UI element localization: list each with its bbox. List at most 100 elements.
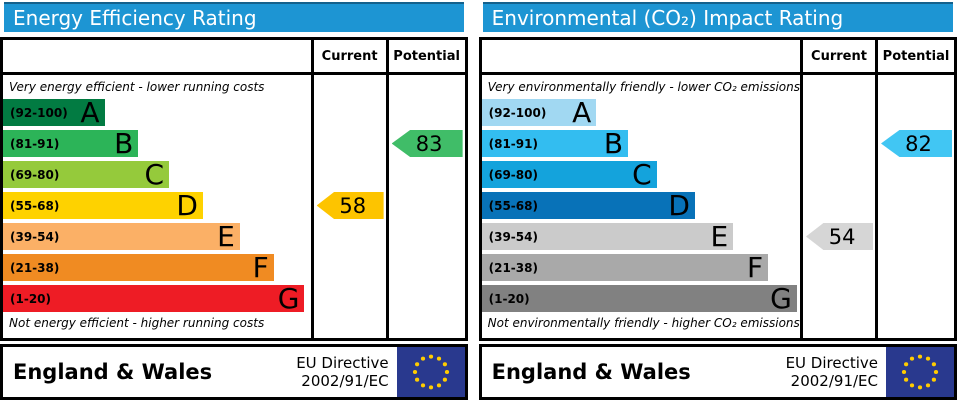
- band-range: (92-100): [488, 105, 547, 120]
- eu-directive-label: EU Directive 2002/91/EC: [785, 354, 878, 390]
- region-label: England & Wales: [13, 360, 213, 384]
- current-rating-value: 54: [828, 224, 856, 249]
- band-letter: E: [710, 220, 729, 253]
- band-range: (1-20): [10, 291, 51, 306]
- energy-efficiency-panel: Energy Efficiency Rating Current Potenti…: [0, 2, 468, 404]
- table-header-row: Current Potential: [3, 40, 465, 75]
- top-caption: Very environmentally friendly - lower CO…: [487, 80, 800, 94]
- band-range: (81-91): [488, 136, 538, 151]
- band-row-a: (92-100) A: [3, 96, 311, 129]
- band-bar-b: (81-91) B: [3, 127, 139, 160]
- potential-rating-arrow: 83: [391, 130, 463, 157]
- table-body: Very energy efficient - lower running co…: [3, 75, 465, 338]
- energy-rating-table: Current Potential Very energy efficient …: [0, 37, 468, 341]
- band-bar-g: (1-20) G: [3, 282, 305, 315]
- energy-title-bar: Energy Efficiency Rating: [4, 2, 464, 32]
- band-letter: C: [632, 158, 652, 191]
- band-bar-d: (55-68) D: [481, 189, 695, 222]
- band-row-e: (39-54) E: [3, 220, 311, 253]
- band-row-f: (21-38) F: [481, 251, 800, 284]
- panel-title: Energy Efficiency Rating: [13, 6, 257, 30]
- band-letter: D: [176, 189, 198, 222]
- band-bar-a: (92-100) A: [3, 96, 105, 129]
- potential-column-header: Potential: [385, 40, 465, 72]
- current-column: 54: [800, 75, 875, 338]
- band-bar-d: (55-68) D: [3, 189, 203, 222]
- current-rating-arrow: 54: [806, 223, 873, 250]
- band-bar-f: (21-38) F: [3, 251, 274, 284]
- band-bar-f: (21-38) F: [481, 251, 769, 284]
- band-letter: A: [80, 96, 100, 129]
- band-letter: F: [252, 251, 269, 284]
- bottom-caption: Not energy efficient - higher running co…: [9, 316, 265, 330]
- potential-rating-value: 83: [415, 131, 443, 156]
- band-range: (39-54): [10, 229, 60, 244]
- region-label: England & Wales: [491, 360, 691, 384]
- band-range: (69-80): [10, 167, 60, 182]
- band-bar-a: (92-100) A: [481, 96, 597, 129]
- band-range: (92-100): [10, 105, 68, 120]
- band-letter: D: [668, 189, 690, 222]
- band-bar-e: (39-54) E: [481, 220, 734, 253]
- table-header-row: Current Potential: [481, 40, 954, 75]
- empty-header-cell: [482, 40, 800, 72]
- bottom-caption: Not environmentally friendly - higher CO…: [487, 316, 800, 330]
- top-caption: Very energy efficient - lower running co…: [9, 80, 265, 94]
- potential-rating-value: 82: [905, 131, 932, 156]
- eu-flag-icon: [396, 347, 465, 397]
- band-letter: B: [114, 127, 134, 160]
- bands-area: Very environmentally friendly - lower CO…: [481, 75, 800, 338]
- current-column-header: Current: [800, 40, 875, 72]
- band-letter: A: [572, 96, 592, 129]
- band-range: (1-20): [488, 291, 530, 306]
- band-bar-b: (81-91) B: [481, 127, 629, 160]
- band-range: (21-38): [10, 260, 60, 275]
- band-letter: B: [603, 127, 624, 160]
- band-row-d: (55-68) D: [3, 189, 311, 222]
- co2-rating-table: Current Potential Very environmentally f…: [478, 37, 957, 341]
- band-list: (92-100) A (81-91) B (69-80) C (55-68) D (39-54)…: [481, 96, 800, 315]
- band-list: (92-100) A (81-91) B (69-80) C (55-68) D (39-54)…: [3, 96, 311, 315]
- band-row-a: (92-100) A: [481, 96, 800, 129]
- eu-directive-label: EU Directive 2002/91/EC: [296, 354, 389, 390]
- band-letter: G: [770, 282, 792, 315]
- empty-header-cell: [3, 40, 311, 72]
- band-row-d: (55-68) D: [481, 189, 800, 222]
- co2-impact-panel: Environmental (CO₂) Impact Rating Curren…: [478, 2, 957, 404]
- band-row-c: (69-80) C: [3, 158, 311, 191]
- band-range: (55-68): [10, 198, 60, 213]
- band-row-e: (39-54) E: [481, 220, 800, 253]
- panel-title: Environmental (CO₂) Impact Rating: [491, 6, 844, 30]
- potential-column: 83: [385, 75, 465, 338]
- band-letter: F: [747, 251, 764, 284]
- current-rating-value: 58: [339, 193, 367, 218]
- panel-footer: England & Wales EU Directive 2002/91/EC: [0, 344, 468, 400]
- panel-footer: England & Wales EU Directive 2002/91/EC: [478, 344, 957, 400]
- band-bar-e: (39-54) E: [3, 220, 240, 253]
- band-row-b: (81-91) B: [481, 127, 800, 160]
- band-row-f: (21-38) F: [3, 251, 311, 284]
- band-row-g: (1-20) G: [481, 282, 800, 315]
- band-bar-c: (69-80) C: [3, 158, 170, 191]
- eu-flag-icon: [886, 347, 954, 397]
- band-bar-c: (69-80) C: [481, 158, 657, 191]
- band-range: (69-80): [488, 167, 538, 182]
- band-row-c: (69-80) C: [481, 158, 800, 191]
- table-body: Very environmentally friendly - lower CO…: [481, 75, 954, 338]
- band-letter: E: [217, 220, 235, 253]
- band-range: (81-91): [10, 136, 60, 151]
- potential-rating-arrow: 82: [881, 130, 952, 157]
- band-letter: G: [277, 282, 300, 315]
- band-row-g: (1-20) G: [3, 282, 311, 315]
- band-letter: C: [144, 158, 165, 191]
- band-range: (21-38): [488, 260, 538, 275]
- current-rating-arrow: 58: [316, 192, 384, 219]
- band-bar-g: (1-20) G: [481, 282, 797, 315]
- band-range: (39-54): [488, 229, 538, 244]
- current-column: 58: [310, 75, 386, 338]
- potential-column: 82: [875, 75, 954, 338]
- potential-column-header: Potential: [875, 40, 954, 72]
- bands-area: Very energy efficient - lower running co…: [3, 75, 311, 338]
- band-range: (55-68): [488, 198, 538, 213]
